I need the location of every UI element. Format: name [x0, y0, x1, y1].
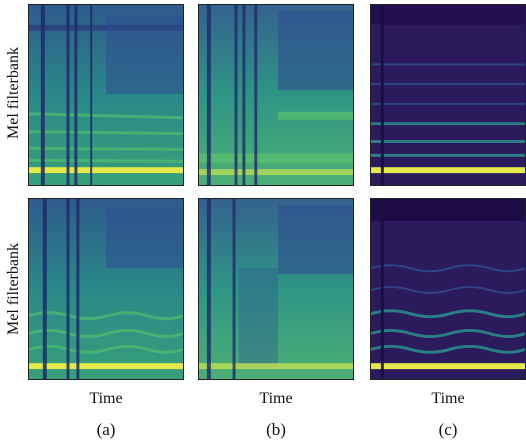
caption-b: (b) [266, 420, 286, 439]
spectrogram-a-bottom-image [29, 199, 183, 379]
spectrogram-c-bottom-image [371, 199, 525, 379]
spectrogram-a-bottom [28, 198, 184, 380]
spectrogram-b-top [198, 4, 354, 186]
caption-a: (a) [96, 420, 116, 439]
x-axis-label-c: Time [431, 390, 465, 407]
x-axis-label-b: Time [259, 390, 293, 407]
spectrogram-b-bottom [198, 198, 354, 380]
x-axis-label-a: Time [89, 390, 123, 407]
spectrogram-c-top-image [371, 5, 525, 185]
caption-c: (c) [438, 420, 458, 439]
spectrogram-a-top-image [29, 5, 183, 185]
spectrogram-c-bottom [370, 198, 526, 380]
y-axis-label-row2: Mel filterbank [5, 243, 22, 335]
spectrogram-a-top [28, 4, 184, 186]
spectrogram-b-bottom-image [199, 199, 353, 379]
y-axis-label-row1: Mel filterbank [5, 47, 22, 139]
spectrogram-b-top-image [199, 5, 353, 185]
spectrogram-c-top [370, 4, 526, 186]
